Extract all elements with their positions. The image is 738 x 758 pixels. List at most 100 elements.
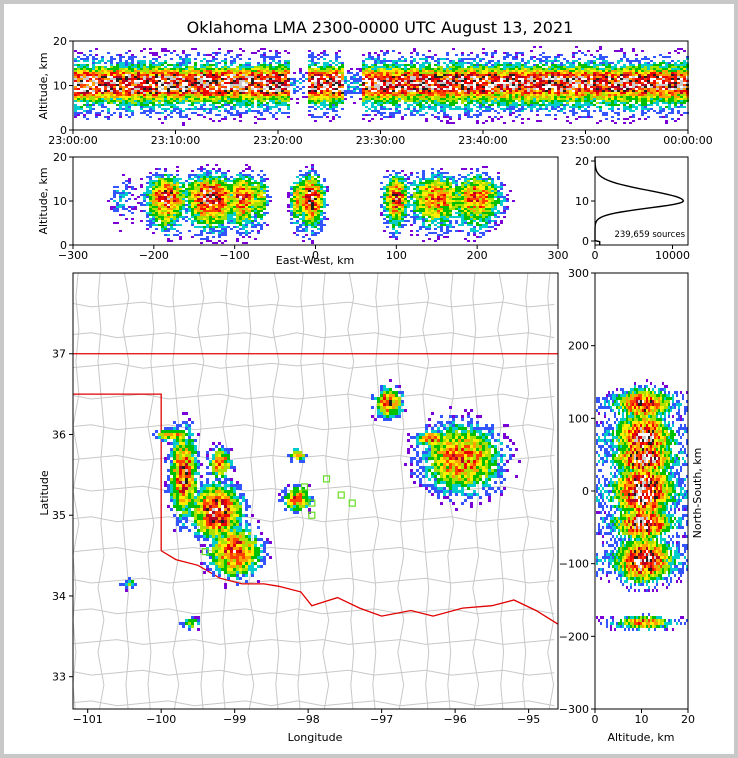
time-height-source-cell	[677, 96, 680, 98]
time-height-source-cell	[89, 92, 92, 94]
time-height-source-cell	[122, 82, 125, 84]
time-height-source-cell	[230, 74, 233, 76]
time-height-source-cell	[461, 76, 464, 78]
time-height-source-cell	[371, 78, 374, 80]
time-height-source-cell	[605, 76, 608, 78]
time-height-source-cell	[317, 68, 320, 70]
time-height-source-cell	[464, 94, 467, 96]
time-height-source-cell	[83, 92, 86, 94]
time-height-source-cell	[368, 76, 371, 78]
time-height-source-cell	[521, 64, 524, 66]
time-height-source-cell	[614, 66, 617, 68]
time-height-source-cell	[443, 70, 446, 72]
time-height-source-cell	[284, 64, 287, 66]
time-height-source-cell	[479, 98, 482, 100]
time-height-source-cell	[74, 84, 77, 86]
time-height-source-cell	[206, 86, 209, 88]
time-height-source-cell	[191, 84, 194, 86]
time-height-source-cell	[332, 80, 335, 82]
time-height-source-cell	[566, 72, 569, 74]
time-height-source-cell	[491, 92, 494, 94]
time-height-source-cell	[167, 70, 170, 72]
time-height-source-cell	[302, 80, 305, 82]
time-height-source-cell	[551, 74, 554, 76]
time-height-source-cell	[371, 88, 374, 90]
time-height-source-cell	[335, 84, 338, 86]
time-height-source-cell	[533, 80, 536, 82]
time-height-source-cell	[407, 78, 410, 80]
time-height-source-cell	[650, 102, 653, 104]
time-height-source-cell	[251, 100, 254, 102]
time-height-source-cell	[272, 82, 275, 84]
time-height-source-cell	[377, 102, 380, 104]
time-height-source-cell	[671, 72, 674, 74]
time-height-source-cell	[521, 80, 524, 82]
time-height-source-cell	[413, 48, 416, 50]
time-height-source-cell	[95, 90, 98, 92]
time-height-source-cell	[341, 86, 344, 88]
time-height-source-cell	[332, 108, 335, 110]
time-height-source-cell	[455, 92, 458, 94]
time-height-source-cell	[212, 52, 215, 54]
time-height-source-cell	[134, 94, 137, 96]
time-height-source-cell	[149, 100, 152, 102]
time-height-source-cell	[653, 62, 656, 64]
time-height-source-cell	[527, 106, 530, 108]
time-height-source-cell	[605, 64, 608, 66]
time-height-source-cell	[473, 74, 476, 76]
time-height-source-cell	[683, 80, 686, 82]
time-height-source-cell	[662, 102, 665, 104]
time-height-source-cell	[410, 74, 413, 76]
time-height-source-cell	[533, 82, 536, 84]
time-height-source-cell	[470, 64, 473, 66]
time-height-source-cell	[593, 96, 596, 98]
time-height-source-cell	[683, 106, 686, 108]
time-height-source-cell	[224, 110, 227, 112]
time-height-source-cell	[443, 92, 446, 94]
time-height-source-cell	[578, 84, 581, 86]
time-height-source-cell	[380, 78, 383, 80]
time-height-source-cell	[107, 116, 110, 118]
time-height-source-cell	[329, 60, 332, 62]
time-height-source-cell	[269, 70, 272, 72]
time-height-source-cell	[626, 58, 629, 60]
time-height-source-cell	[272, 90, 275, 92]
time-height-source-cell	[227, 74, 230, 76]
time-height-source-cell	[170, 116, 173, 118]
time-height-source-cell	[515, 104, 518, 106]
time-height-source-cell	[194, 94, 197, 96]
time-height-source-cell	[677, 52, 680, 54]
time-height-source-cell	[542, 96, 545, 98]
time-height-source-cell	[515, 62, 518, 64]
time-height-source-cell	[626, 92, 629, 94]
time-height-source-cell	[557, 96, 560, 98]
time-height-source-cell	[179, 114, 182, 116]
time-height-source-cell	[245, 66, 248, 68]
time-height-source-cell	[86, 118, 89, 120]
time-height-source-cell	[323, 92, 326, 94]
time-height-source-cell	[563, 108, 566, 110]
time-height-source-cell	[446, 82, 449, 84]
time-height-source-cell	[131, 62, 134, 64]
time-height-source-cell	[197, 108, 200, 110]
time-height-source-cell	[386, 70, 389, 72]
time-height-source-cell	[161, 104, 164, 106]
time-height-source-cell	[497, 70, 500, 72]
time-height-source-cell	[179, 74, 182, 76]
time-height-source-cell	[608, 90, 611, 92]
time-height-source-cell	[176, 102, 179, 104]
time-height-source-cell	[233, 94, 236, 96]
time-height-source-cell	[575, 90, 578, 92]
time-height-source-cell	[128, 74, 131, 76]
time-height-source-cell	[161, 92, 164, 94]
time-height-source-cell	[155, 88, 158, 90]
time-height-source-cell	[509, 114, 512, 116]
time-height-source-cell	[515, 78, 518, 80]
time-height-source-cell	[122, 68, 125, 70]
time-height-source-cell	[77, 106, 80, 108]
time-height-source-cell	[152, 80, 155, 82]
time-height-source-cell	[596, 50, 599, 52]
time-height-source-cell	[401, 74, 404, 76]
time-height-source-cell	[500, 96, 503, 98]
time-height-source-cell	[185, 62, 188, 64]
